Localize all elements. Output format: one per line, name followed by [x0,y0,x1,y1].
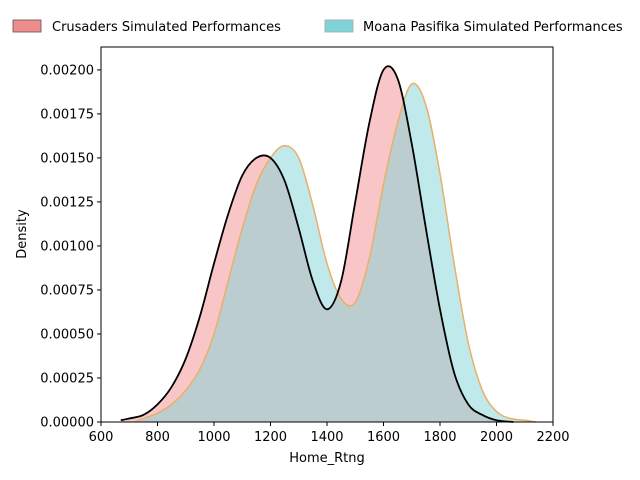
x-tick-label: 800 [145,430,170,445]
x-tick-label: 1400 [310,430,343,445]
legend: Crusaders Simulated Performances Moana P… [12,19,623,35]
legend-label-moana: Moana Pasifika Simulated Performances [363,20,623,35]
legend-swatch-moana [324,19,354,33]
x-tick-label: 1200 [254,430,287,445]
legend-label-crusaders: Crusaders Simulated Performances [52,20,281,35]
legend-swatch-crusaders [12,19,42,33]
y-tick-label: 0.00050 [40,327,94,342]
x-tick-label: 2200 [536,430,569,445]
plot-frame [100,46,554,423]
y-tick-label: 0.00125 [40,195,94,210]
density-fill-moana [134,83,537,422]
x-axis-label: Home_Rtng [289,451,365,466]
x-tick-label: 1000 [197,430,230,445]
y-tick-label: 0.00000 [40,416,94,431]
x-tick-label: 1800 [423,430,456,445]
series-layer [120,65,537,423]
x-tick-label: 2000 [480,430,513,445]
y-axis-label: Density [15,209,30,259]
x-tick-label: 600 [89,430,114,445]
density-line-moana [134,82,537,423]
y-tick-label: 0.00150 [40,151,94,166]
y-tick-label: 0.00075 [40,283,94,298]
y-tick-label: 0.00025 [40,371,94,386]
y-tick-label: 0.00175 [40,107,94,122]
density-line-crusaders [120,65,514,423]
y-tick-label: 0.00200 [40,63,94,78]
x-tick-label: 1600 [367,430,400,445]
y-tick-label: 0.00100 [40,239,94,254]
ticks-layer: 600 800 1000 1200 1400 1600 1800 2000 2200 0.0000… [40,63,569,445]
